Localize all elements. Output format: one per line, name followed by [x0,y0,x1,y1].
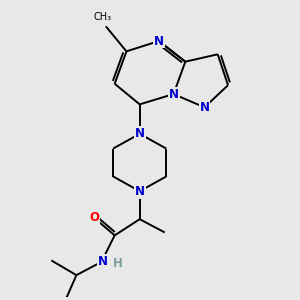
Text: CH₃: CH₃ [94,13,112,22]
Text: N: N [154,34,164,48]
Text: N: N [98,255,108,268]
Text: N: N [169,88,178,100]
Text: H: H [113,257,122,270]
Text: N: N [135,185,145,198]
Text: O: O [89,211,99,224]
Text: N: N [135,127,145,140]
Text: N: N [200,101,209,114]
